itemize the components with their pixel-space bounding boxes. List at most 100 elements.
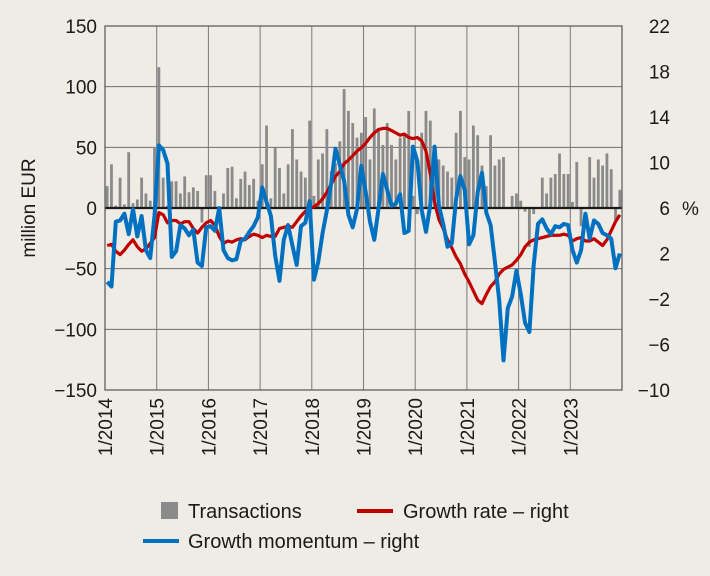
transaction-bar	[368, 159, 372, 208]
transaction-bar	[131, 203, 135, 208]
left-tick-label: 0	[86, 199, 97, 220]
transaction-bar	[105, 186, 109, 208]
transaction-bar	[454, 132, 458, 208]
right-tick-label: 18	[649, 63, 670, 84]
left-tick-label: 50	[76, 138, 97, 159]
right-tick-label: 14	[649, 108, 671, 129]
x-tick-label: 1/2019	[355, 398, 376, 456]
transaction-bar	[601, 165, 605, 208]
transaction-bar	[312, 195, 316, 208]
transaction-bar	[571, 201, 574, 208]
transaction-bar	[428, 120, 432, 208]
transaction-bar	[385, 123, 389, 208]
left-axis-ticks: 150 100 50 0 −150 −100 −50	[54, 17, 97, 402]
left-axis-label: million EUR	[19, 158, 40, 257]
transaction-bar	[110, 164, 113, 208]
transaction-bar	[605, 153, 609, 208]
transaction-bar	[196, 191, 200, 208]
transaction-bar	[286, 164, 290, 208]
transaction-bar	[308, 120, 312, 208]
legend-transactions-swatch	[161, 502, 178, 519]
transaction-bar	[334, 163, 337, 208]
transaction-bar	[467, 159, 471, 208]
transaction-bar	[321, 153, 324, 208]
right-tick-label: −6	[648, 336, 670, 357]
transaction-bar	[558, 153, 561, 208]
transactions-bars	[105, 67, 622, 247]
transaction-bar	[118, 177, 122, 208]
transaction-bar	[614, 208, 617, 221]
transaction-bar	[398, 137, 402, 208]
transaction-bar	[575, 161, 579, 208]
transaction-bar	[278, 167, 281, 208]
transaction-bar	[549, 177, 553, 208]
transaction-bar	[579, 208, 583, 227]
x-tick-label: 1/2020	[406, 398, 427, 456]
transaction-bar	[299, 171, 303, 208]
transaction-bar	[174, 181, 178, 208]
transaction-bar	[377, 127, 380, 208]
transaction-bar	[588, 157, 592, 208]
x-tick-label: 1/2016	[199, 398, 220, 456]
transaction-bar	[415, 208, 419, 215]
transaction-bar	[282, 193, 286, 208]
transaction-bar	[476, 135, 480, 208]
transaction-bar	[303, 177, 307, 208]
transaction-bar	[390, 144, 393, 208]
transaction-bar	[209, 175, 212, 208]
transaction-bar	[265, 125, 268, 208]
x-tick-label: 1/2021	[458, 398, 479, 456]
transaction-bar	[135, 199, 139, 208]
transaction-bar	[441, 165, 445, 208]
transaction-bar	[114, 205, 118, 208]
transaction-bar	[489, 135, 492, 208]
transaction-bar	[252, 178, 256, 208]
transaction-bar	[523, 208, 527, 212]
transaction-bar	[122, 204, 126, 208]
transaction-bar	[540, 177, 544, 208]
transaction-bar	[566, 174, 570, 208]
transaction-bar	[230, 166, 234, 208]
transaction-bar	[342, 89, 346, 208]
transaction-bar	[269, 198, 273, 208]
transaction-bar	[515, 193, 518, 208]
growth-momentum-line	[105, 143, 622, 363]
legend-growth-rate-label: Growth rate – right	[403, 501, 569, 523]
legend-transactions-label: Transactions	[188, 501, 302, 523]
transaction-bar	[592, 177, 596, 208]
transaction-bar	[553, 174, 557, 208]
left-tick-label: 150	[65, 17, 97, 38]
transaction-bar	[403, 135, 406, 208]
transaction-bar	[191, 187, 195, 208]
left-tick-label: −50	[65, 260, 97, 281]
transaction-bar	[222, 193, 225, 208]
transaction-bar	[497, 159, 501, 208]
transaction-bar	[446, 171, 449, 208]
transaction-bar	[420, 132, 424, 208]
transaction-bar	[295, 159, 299, 208]
transaction-bar	[527, 208, 531, 247]
transaction-bar	[273, 147, 277, 208]
transaction-bar	[316, 159, 320, 208]
transaction-bar	[157, 67, 161, 209]
right-tick-label: 2	[659, 245, 670, 266]
x-tick-label: 1/2018	[303, 398, 324, 456]
transaction-bar	[471, 125, 475, 208]
transaction-bar	[226, 167, 230, 208]
x-tick-label: 1/2022	[510, 398, 531, 456]
right-axis-ticks: 22 18 14 10 6 2 −2 −6 −10	[638, 17, 671, 402]
transaction-bar	[243, 171, 247, 208]
left-tick-label: −100	[54, 320, 97, 341]
right-tick-label: −2	[648, 290, 670, 311]
transaction-bar	[338, 141, 342, 208]
transaction-bar	[127, 152, 131, 208]
transaction-bar	[609, 169, 613, 208]
transaction-bar	[140, 177, 144, 208]
transaction-bar	[247, 184, 251, 208]
legend-growth-momentum-label: Growth momentum – right	[188, 531, 420, 553]
plot-frame	[104, 25, 623, 391]
transaction-bar	[355, 137, 359, 208]
transaction-bar	[148, 200, 152, 208]
